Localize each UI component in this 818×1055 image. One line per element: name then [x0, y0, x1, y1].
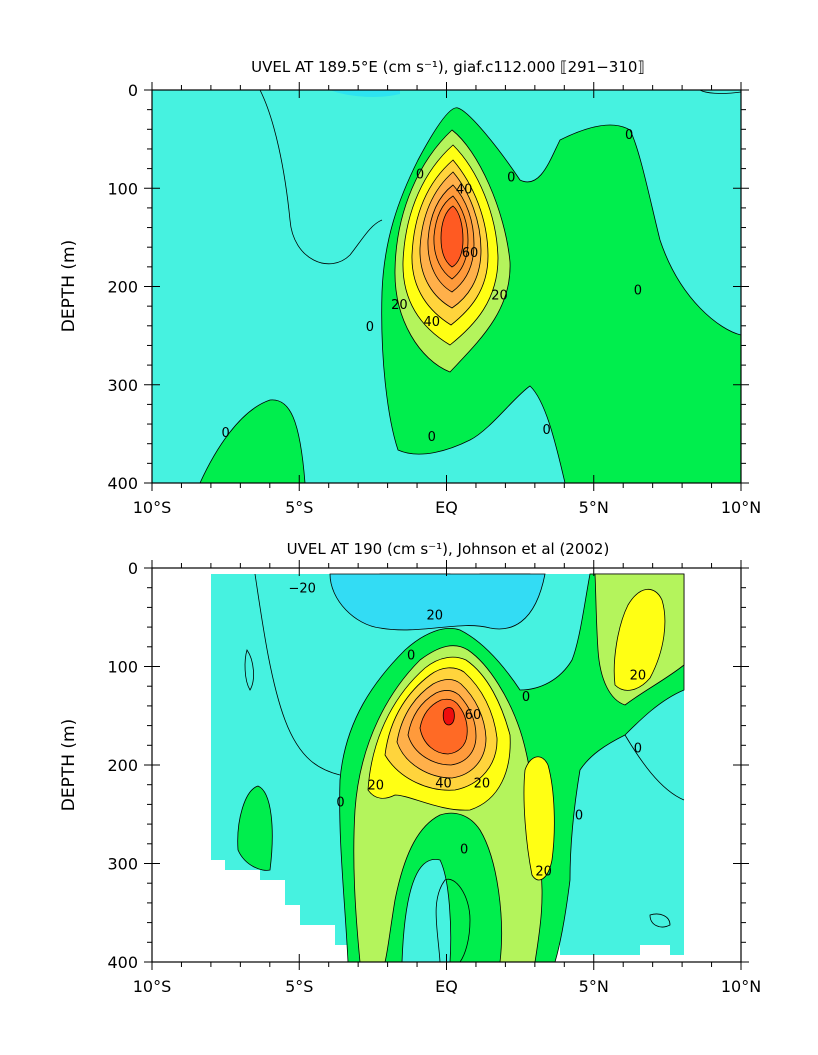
bottom-contour-label: 0	[575, 808, 583, 823]
bottom-band-core	[442, 707, 455, 726]
bottom-contour-labels: −20 20 0 20 0 60 0 20 40 20 0 0 0 20	[288, 582, 646, 880]
bottom-band-20-30-ne	[613, 588, 666, 691]
top-line-neg-2	[699, 90, 741, 94]
top-contour-label: 20	[391, 298, 408, 313]
bottom-panel-title: UVEL AT 190 (cm s⁻¹), Johnson et al (200…	[287, 540, 610, 558]
bottom-x-tick-label: 5°S	[285, 977, 313, 996]
top-y-tick-label: 200	[107, 278, 138, 297]
top-contour-label: 0	[366, 320, 374, 335]
top-contour-labels: 0 40 0 0 60 20 20 40 0 0 0 0 0	[221, 128, 642, 445]
bottom-contour-label: 60	[465, 708, 482, 723]
top-contour-label: 0	[416, 168, 424, 183]
top-contour-label: 0	[507, 170, 515, 185]
bottom-band-neg10	[329, 573, 546, 631]
bottom-x-tick-label: 10°S	[133, 977, 172, 996]
top-contour-label: 0	[542, 423, 550, 438]
top-contour-label: 20	[491, 288, 508, 303]
bottom-y-tick-label: 0	[128, 559, 138, 578]
top-band-neg10	[330, 90, 400, 97]
bottom-y-tick-label: 100	[107, 658, 138, 677]
bottom-y-tick-label: 300	[107, 855, 138, 874]
top-x-tick-label: 5°N	[579, 498, 609, 517]
top-contour-label: 40	[424, 315, 441, 330]
bottom-band-20-30-e	[523, 756, 555, 881]
bottom-contour-field	[152, 568, 741, 962]
bottom-contour-label: 0	[407, 649, 415, 664]
top-line-neg-1	[259, 90, 383, 265]
bottom-contour-label: 20	[426, 608, 443, 623]
bottom-y-tick-label: 400	[107, 953, 138, 972]
bottom-contour-label: 0	[460, 843, 468, 858]
top-y-tick-label: 0	[128, 81, 138, 100]
bottom-x-tick-label: 10°N	[721, 977, 761, 996]
observation-panel: UVEL AT 190 (cm s⁻¹), Johnson et al (200…	[59, 540, 761, 996]
bottom-line-neg-e2	[649, 913, 671, 928]
top-panel-title: UVEL AT 189.5°E (cm s⁻¹), giaf.c112.000 …	[251, 58, 645, 76]
bottom-contour-label: 0	[522, 690, 530, 705]
bottom-line-neg-e	[624, 734, 685, 801]
top-contour-label: 0	[625, 128, 633, 143]
bottom-band-60-plus	[419, 698, 468, 755]
top-y-tick-label: 400	[107, 474, 138, 493]
top-band-0-10-sw	[199, 399, 306, 483]
bottom-band-0-10-w	[237, 785, 273, 871]
bottom-contour-label: −20	[288, 582, 315, 597]
top-contour-label: 40	[456, 182, 473, 197]
bottom-contour-label: 40	[435, 777, 452, 792]
bottom-contour-label: 20	[535, 864, 552, 879]
top-band-core	[440, 205, 464, 268]
bottom-contour-label: 0	[336, 795, 344, 810]
top-contour-label: 60	[462, 246, 479, 261]
top-contour-label: 0	[428, 430, 436, 445]
top-contour-label: 0	[634, 283, 642, 298]
top-y-axis-label: DEPTH (m)	[59, 240, 79, 332]
bottom-y-axis-label: DEPTH (m)	[59, 719, 79, 811]
bottom-contour-label: 20	[630, 668, 647, 683]
bottom-contour-label: 20	[474, 777, 491, 792]
bottom-line-neg-w	[254, 573, 341, 776]
bottom-contour-label: 20	[368, 779, 385, 794]
top-x-tick-label: 10°N	[721, 498, 761, 517]
bottom-line-neg-sw	[244, 649, 254, 691]
top-x-tick-label: 10°S	[133, 498, 172, 517]
top-y-tick-label: 300	[107, 376, 138, 395]
bottom-x-tick-label: EQ	[435, 977, 458, 996]
top-x-tick-label: 5°S	[285, 498, 313, 517]
top-x-tick-label: EQ	[435, 498, 458, 517]
bottom-contour-label: 0	[634, 741, 642, 756]
bottom-x-tick-label: 5°N	[579, 977, 609, 996]
top-contour-field	[152, 90, 741, 483]
bottom-y-tick-label: 200	[107, 756, 138, 775]
top-contour-label: 0	[221, 426, 229, 441]
top-y-tick-label: 100	[107, 179, 138, 198]
model-panel: UVEL AT 189.5°E (cm s⁻¹), giaf.c112.000 …	[59, 58, 761, 517]
bottom-line-neg-se	[435, 878, 471, 962]
